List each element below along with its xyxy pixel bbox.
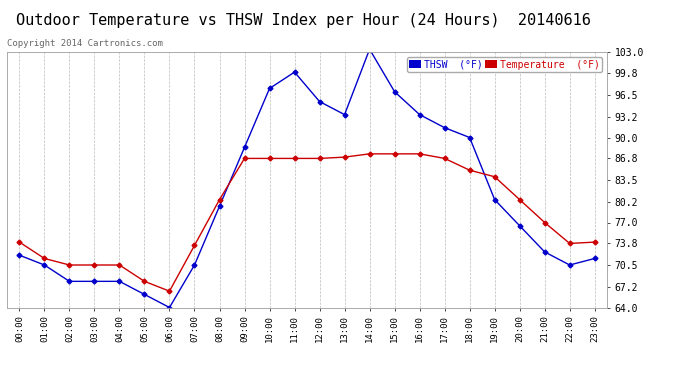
Text: Outdoor Temperature vs THSW Index per Hour (24 Hours)  20140616: Outdoor Temperature vs THSW Index per Ho…	[16, 13, 591, 28]
Text: Copyright 2014 Cartronics.com: Copyright 2014 Cartronics.com	[7, 39, 163, 48]
Legend: THSW  (°F), Temperature  (°F): THSW (°F), Temperature (°F)	[407, 57, 602, 72]
